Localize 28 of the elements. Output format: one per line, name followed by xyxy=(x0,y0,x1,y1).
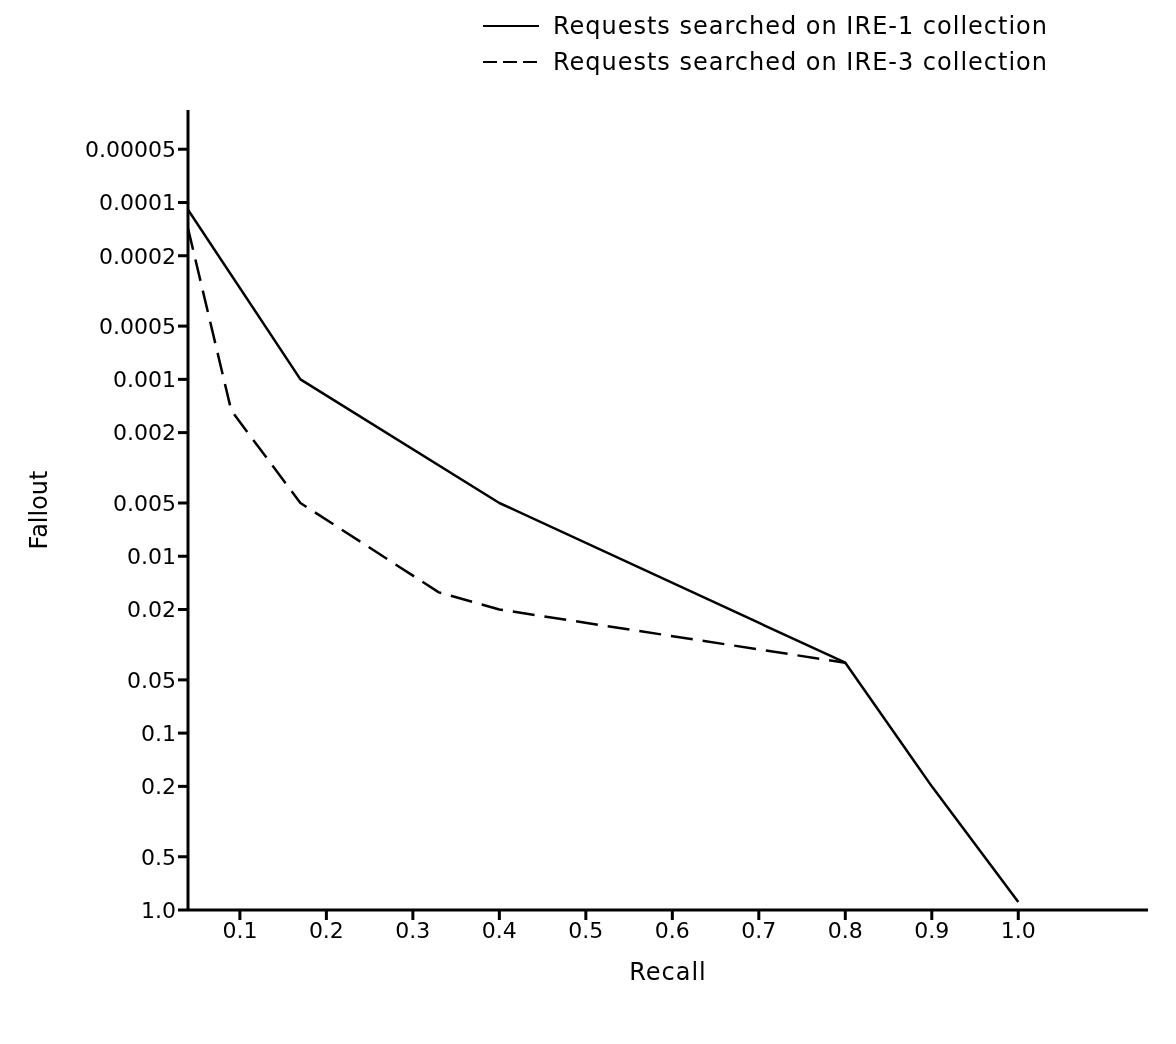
y-tick-label: 0.005 xyxy=(113,490,176,516)
legend-label: Requests searched on IRE-1 collection xyxy=(552,12,1048,40)
y-tick-label: 0.2 xyxy=(141,774,176,800)
x-tick-label: 0.9 xyxy=(914,917,950,943)
legend-label: Requests searched on IRE-3 collection xyxy=(552,48,1048,76)
x-axis-title: Recall xyxy=(629,958,707,986)
x-tick-label: 0.2 xyxy=(308,917,344,943)
y-tick-label: 0.00005 xyxy=(85,137,176,163)
x-tick-label: 0.5 xyxy=(568,917,604,943)
x-tick-label: 1.0 xyxy=(1000,917,1036,943)
y-tick-label: 0.01 xyxy=(127,544,176,570)
y-axis-title: Fallout xyxy=(24,470,53,550)
y-tick-label: 0.02 xyxy=(127,597,176,623)
y-tick-label: 0.0001 xyxy=(99,190,176,216)
y-tick-label: 0.05 xyxy=(127,667,176,693)
x-tick-label: 0.1 xyxy=(222,917,258,943)
x-tick-label: 0.6 xyxy=(654,917,690,943)
y-tick-label: 0.1 xyxy=(141,720,176,746)
x-tick-label: 0.8 xyxy=(827,917,863,943)
x-tick-label: 0.3 xyxy=(395,917,431,943)
y-tick-label: 0.002 xyxy=(113,420,176,446)
y-tick-label: 1.0 xyxy=(141,897,176,923)
y-tick-label: 0.0005 xyxy=(99,313,176,339)
x-tick-label: 0.7 xyxy=(741,917,777,943)
y-tick-label: 0.001 xyxy=(113,367,176,393)
x-tick-label: 0.4 xyxy=(481,917,517,943)
y-tick-label: 0.0002 xyxy=(99,243,176,269)
y-tick-label: 0.5 xyxy=(141,844,176,870)
